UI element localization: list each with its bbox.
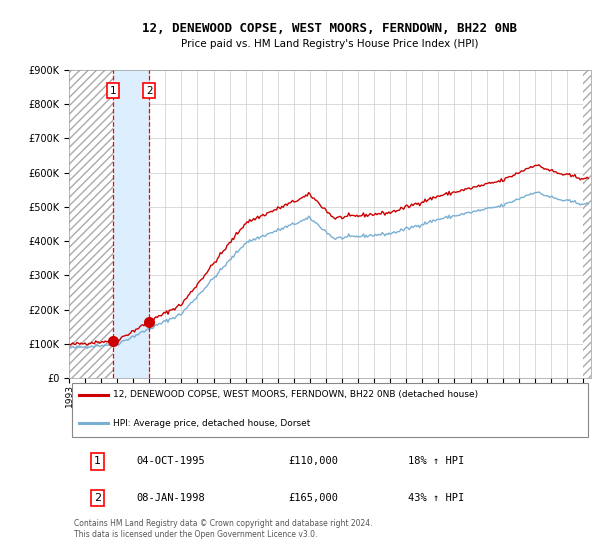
Text: 08-JAN-1998: 08-JAN-1998	[137, 493, 206, 503]
Text: £165,000: £165,000	[288, 493, 338, 503]
Text: 43% ↑ HPI: 43% ↑ HPI	[409, 493, 464, 503]
Text: 12, DENEWOOD COPSE, WEST MOORS, FERNDOWN, BH22 0NB (detached house): 12, DENEWOOD COPSE, WEST MOORS, FERNDOWN…	[113, 390, 478, 399]
Text: 2: 2	[94, 493, 101, 503]
Text: 04-OCT-1995: 04-OCT-1995	[137, 456, 206, 466]
Text: £110,000: £110,000	[288, 456, 338, 466]
Text: Contains HM Land Registry data © Crown copyright and database right 2024.
This d: Contains HM Land Registry data © Crown c…	[74, 519, 373, 539]
Bar	[583, 70, 591, 378]
Text: 18% ↑ HPI: 18% ↑ HPI	[409, 456, 464, 466]
FancyBboxPatch shape	[71, 382, 589, 437]
Text: 1: 1	[110, 86, 116, 96]
Text: HPI: Average price, detached house, Dorset: HPI: Average price, detached house, Dors…	[113, 419, 311, 428]
Text: 2: 2	[146, 86, 152, 96]
Text: 12, DENEWOOD COPSE, WEST MOORS, FERNDOWN, BH22 0NB: 12, DENEWOOD COPSE, WEST MOORS, FERNDOWN…	[143, 22, 517, 35]
Bar	[113, 70, 149, 378]
Bar	[589, 70, 591, 378]
Bar	[69, 70, 113, 378]
Text: Price paid vs. HM Land Registry's House Price Index (HPI): Price paid vs. HM Land Registry's House …	[181, 39, 479, 49]
Text: 1: 1	[94, 456, 101, 466]
